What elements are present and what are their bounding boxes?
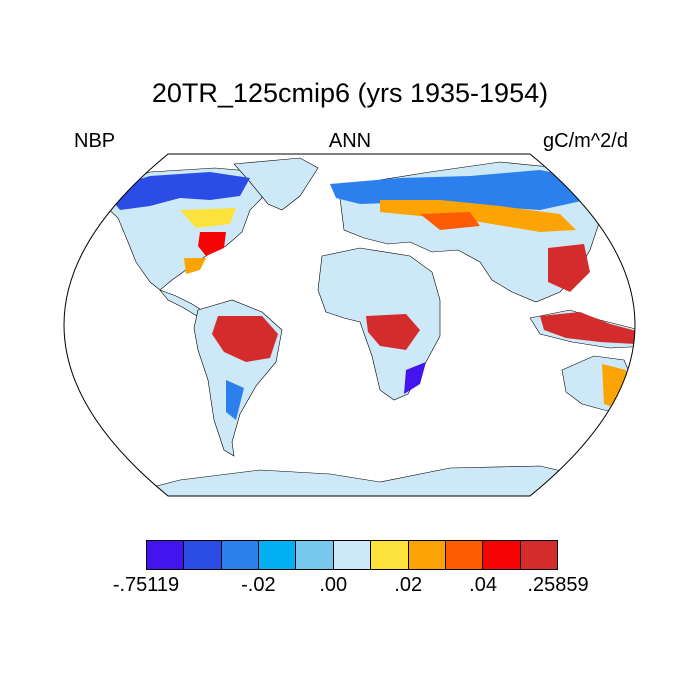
colorbar-swatch [184, 541, 222, 569]
colorbar-tick-label: .02 [394, 574, 423, 596]
colorbar-swatch [296, 541, 334, 569]
colorbar-swatch [408, 541, 446, 569]
colorbar-swatch [520, 541, 557, 569]
colorbar-tick-label: .04 [469, 574, 497, 596]
colorbar-tick-label: -.75119 [112, 574, 180, 596]
land-new-zealand [640, 404, 666, 424]
units-label: gC/m^2/d [543, 130, 628, 152]
colorbar-swatch [333, 541, 372, 569]
colorbar-swatch [445, 541, 484, 569]
land-greenland [233, 157, 319, 211]
colorbar-tick-label: -.02 [241, 574, 276, 596]
colorbar-tick-label: .25859 [527, 574, 589, 596]
variable-label: NBP [74, 130, 116, 152]
colorbar-swatch [371, 541, 409, 569]
colorbar-swatch [147, 541, 185, 569]
colorbar-swatch [221, 541, 260, 569]
colorbar-tick-label: .00 [319, 574, 348, 596]
colorbar-swatch [259, 541, 297, 569]
land-antarctica [117, 465, 621, 496]
map-frame [63, 153, 636, 497]
nbp-field [104, 170, 635, 420]
colorbar [146, 540, 558, 570]
colorbar-swatch [483, 541, 521, 569]
plot-title: 20TR_125cmip6 (yrs 1935-1954) [151, 78, 549, 108]
land-australia [561, 355, 635, 413]
season-label: ANN [328, 130, 372, 152]
